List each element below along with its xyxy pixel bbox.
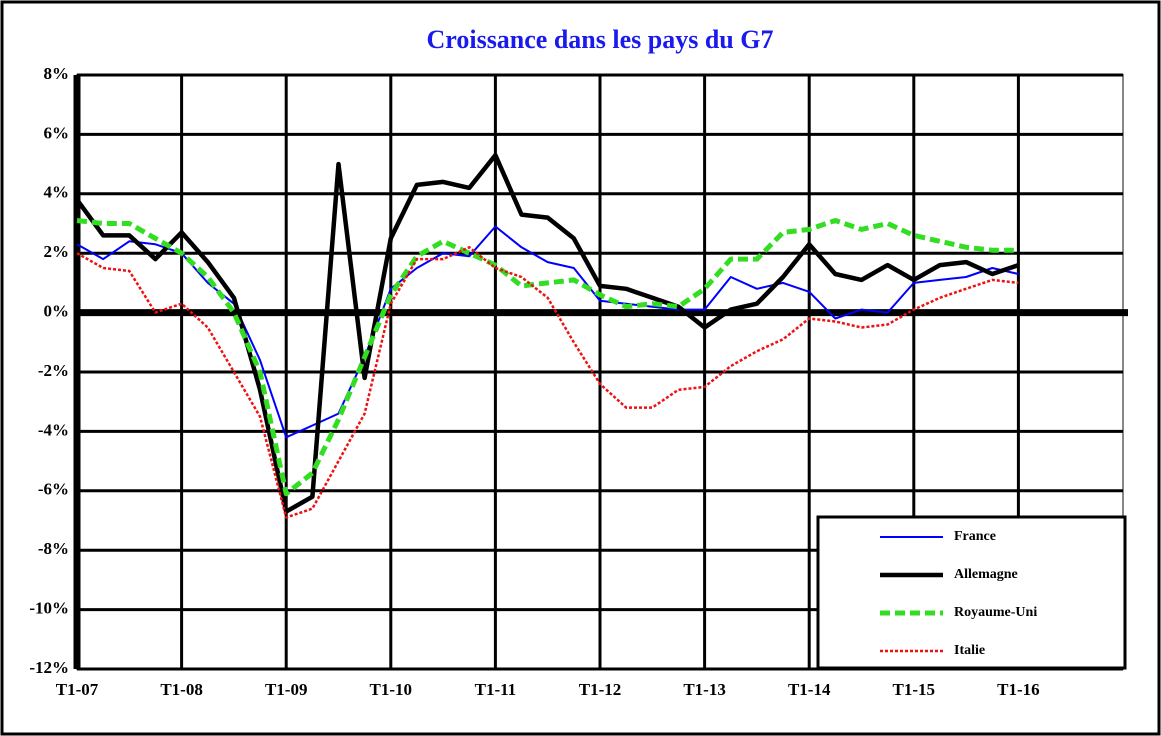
chart-title: Croissance dans les pays du G7 <box>427 25 774 54</box>
y-tick-label: -10% <box>29 599 69 618</box>
legend-label: France <box>954 529 996 544</box>
series-line <box>75 152 1020 514</box>
x-tick-label: T1-08 <box>160 680 203 699</box>
series-line <box>76 218 1019 497</box>
x-tick-label: T1-09 <box>265 680 308 699</box>
y-tick-label: -6% <box>38 480 69 499</box>
x-tick-label: T1-12 <box>579 680 622 699</box>
y-tick-label: 6% <box>44 123 70 142</box>
y-tick-label: -8% <box>38 539 69 558</box>
y-tick-label: 8% <box>44 64 70 83</box>
x-tick-label: T1-07 <box>56 680 99 699</box>
x-tick-label: T1-10 <box>370 680 413 699</box>
legend-label: Allemagne <box>954 567 1018 582</box>
y-tick-label: -4% <box>38 420 69 439</box>
y-tick-label: 0% <box>44 302 70 321</box>
x-tick-label: T1-16 <box>997 680 1040 699</box>
x-tick-label: T1-15 <box>893 680 936 699</box>
x-tick-label: T1-11 <box>475 680 517 699</box>
y-tick-label: -2% <box>38 361 69 380</box>
x-tick-label: T1-14 <box>788 680 831 699</box>
y-tick-label: 2% <box>44 242 70 261</box>
x-tick-label: T1-13 <box>683 680 726 699</box>
legend-label: Royaume-Uni <box>954 605 1037 620</box>
y-tick-label: 4% <box>44 183 70 202</box>
legend-box <box>816 515 1127 670</box>
y-tick-label: -12% <box>29 658 69 677</box>
series-line <box>76 246 1019 519</box>
legend-label: Italie <box>954 643 985 658</box>
